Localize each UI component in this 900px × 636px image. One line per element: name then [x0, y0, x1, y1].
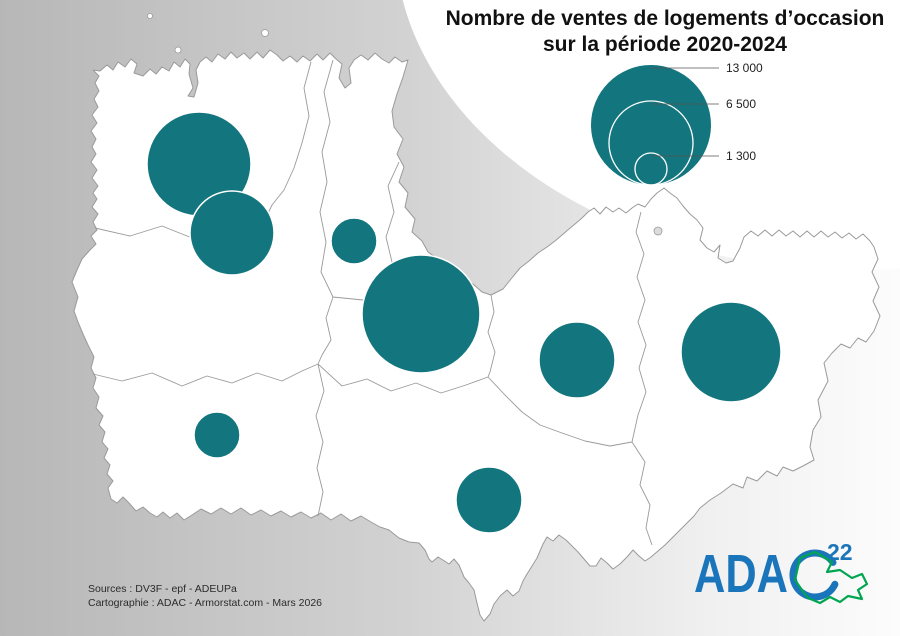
legend: 13 000 6 500 1 300: [591, 61, 763, 186]
map-title-line1: Nombre de ventes de logements d’occasion: [445, 7, 885, 30]
sales-circle[interactable]: [455, 466, 523, 534]
adac-logo: ADA 22: [694, 539, 869, 605]
cartography-line: Cartographie : ADAC - Armorstat.com - Ma…: [88, 596, 322, 609]
map-title: Nombre de ventes de logements d’occasion…: [420, 6, 900, 58]
adac-logo-text: ADA: [694, 544, 788, 604]
sources-line: Sources : DV3F - epf - ADEUPa: [88, 583, 237, 595]
department-silhouette-icon: [793, 550, 869, 605]
sales-circle[interactable]: [189, 190, 275, 276]
legend-label: 6 500: [726, 97, 756, 111]
islands: [147, 13, 663, 236]
island: [147, 13, 153, 19]
legend-circle: [634, 152, 668, 186]
sales-circles-layer: [146, 111, 782, 534]
sources-block: Sources : DV3F - epf - ADEUPa Cartograph…: [88, 583, 322, 610]
island: [174, 46, 182, 54]
sales-circle[interactable]: [330, 217, 378, 265]
sales-circle[interactable]: [538, 321, 616, 399]
legend-circle: [591, 65, 711, 185]
map-title-line2: sur la période 2020-2024: [543, 33, 787, 56]
island: [653, 226, 663, 236]
island: [261, 29, 269, 37]
sales-circle[interactable]: [361, 254, 481, 374]
sales-circle[interactable]: [680, 301, 782, 403]
legend-label: 1 300: [726, 149, 756, 163]
legend-label: 13 000: [726, 61, 763, 75]
sales-circle[interactable]: [193, 411, 241, 459]
